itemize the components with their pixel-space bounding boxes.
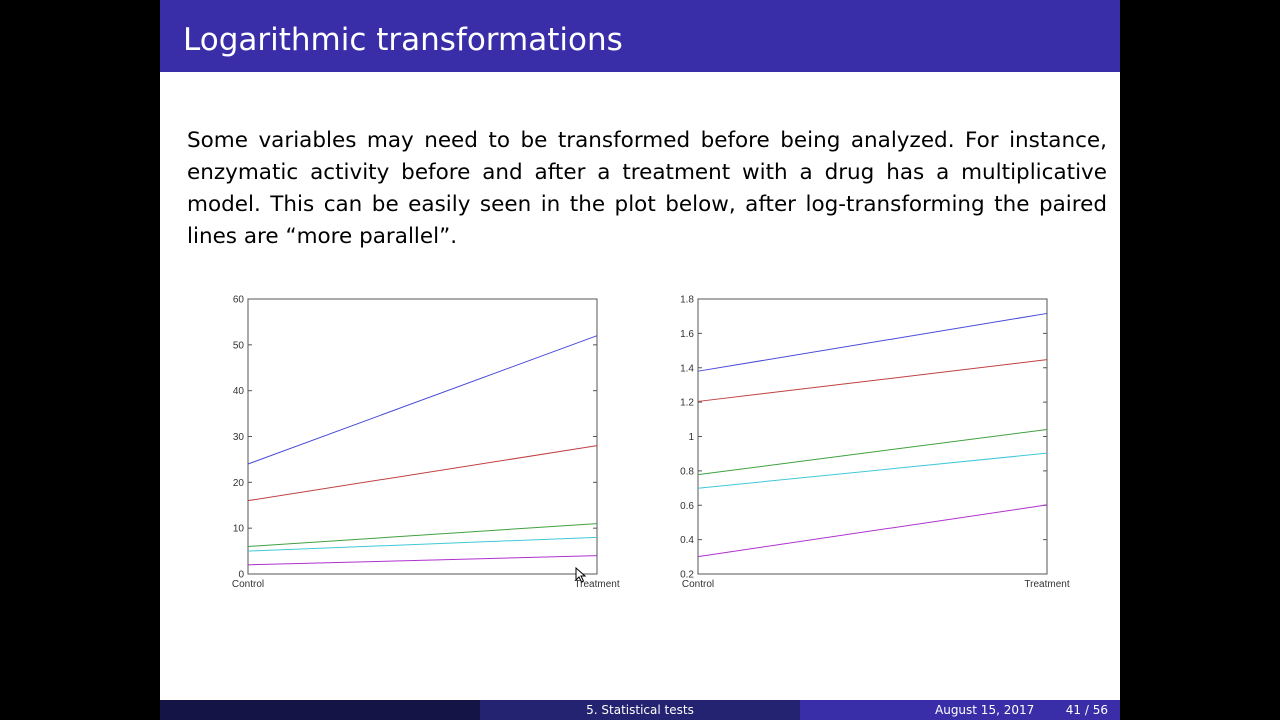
- y-tick-label: 0.4: [680, 535, 694, 546]
- y-tick-label: 0.2: [680, 570, 694, 581]
- plot-frame: [247, 298, 598, 575]
- mouse-cursor-icon: [575, 567, 587, 583]
- series-line-4: [697, 452, 1048, 489]
- series-line-5: [247, 555, 598, 566]
- series-line-1: [247, 335, 598, 465]
- y-tick-label: 1: [688, 432, 694, 443]
- series-line-5: [697, 504, 1048, 558]
- y-tick-label: 0.8: [680, 466, 694, 477]
- x-tick-label: Control: [682, 579, 714, 590]
- series-line-1: [697, 312, 1048, 372]
- y-tick-label: 10: [233, 524, 245, 535]
- y-tick-label: 60: [233, 295, 245, 306]
- y-tick-label: 30: [233, 432, 245, 443]
- title-bar: Logarithmic transformations: [160, 0, 1120, 72]
- log-values-chart: 0.2 0.4 0.6 0.8 1 1.2 1.4 1.6 1.8 Control Treatmen…: [680, 295, 1070, 591]
- series-line-3: [247, 523, 598, 547]
- y-tick-label: 20: [233, 478, 245, 489]
- raw-values-plot: 0 10 20 30 40 50 60 Control Treatment: [218, 290, 628, 595]
- y-tick-label: 40: [233, 386, 245, 397]
- x-tick-label: Treatment: [1024, 579, 1069, 590]
- y-tick-label: 50: [233, 340, 245, 351]
- series-line-3: [697, 428, 1048, 476]
- y-tick-label: 0.6: [680, 501, 694, 512]
- footer: 5. Statistical tests August 15, 2017 41 …: [160, 700, 1120, 720]
- y-tick-label: 1.2: [680, 398, 694, 409]
- footer-author-block: [160, 700, 480, 720]
- y-tick-label: 1.4: [680, 363, 694, 374]
- slide-title: Logarithmic transformations: [183, 22, 623, 58]
- x-tick-label: Treatment: [574, 579, 619, 590]
- y-tick-label: 0: [238, 570, 244, 581]
- log-values-plot: 0.2 0.4 0.6 0.8 1 1.2 1.4 1.6 1.8 Control Treatmen…: [668, 290, 1078, 595]
- series-line-2: [247, 445, 598, 502]
- slide: Logarithmic transformations Some variabl…: [160, 0, 1120, 720]
- body-paragraph: Some variables may need to be transforme…: [187, 128, 1107, 249]
- series-line-4: [247, 536, 598, 552]
- footer-info: August 15, 2017 41 / 56: [800, 700, 1120, 720]
- y-tick-label: 1.6: [680, 329, 694, 340]
- footer-page-number: 41 / 56: [1065, 703, 1108, 717]
- footer-date: August 15, 2017: [935, 703, 1035, 717]
- x-tick-label: Control: [232, 579, 264, 590]
- raw-values-chart: 0 10 20 30 40 50 60 Control Treatment: [232, 295, 620, 591]
- series-line-2: [697, 359, 1048, 402]
- footer-section: 5. Statistical tests: [480, 700, 800, 720]
- y-tick-label: 1.8: [680, 295, 694, 306]
